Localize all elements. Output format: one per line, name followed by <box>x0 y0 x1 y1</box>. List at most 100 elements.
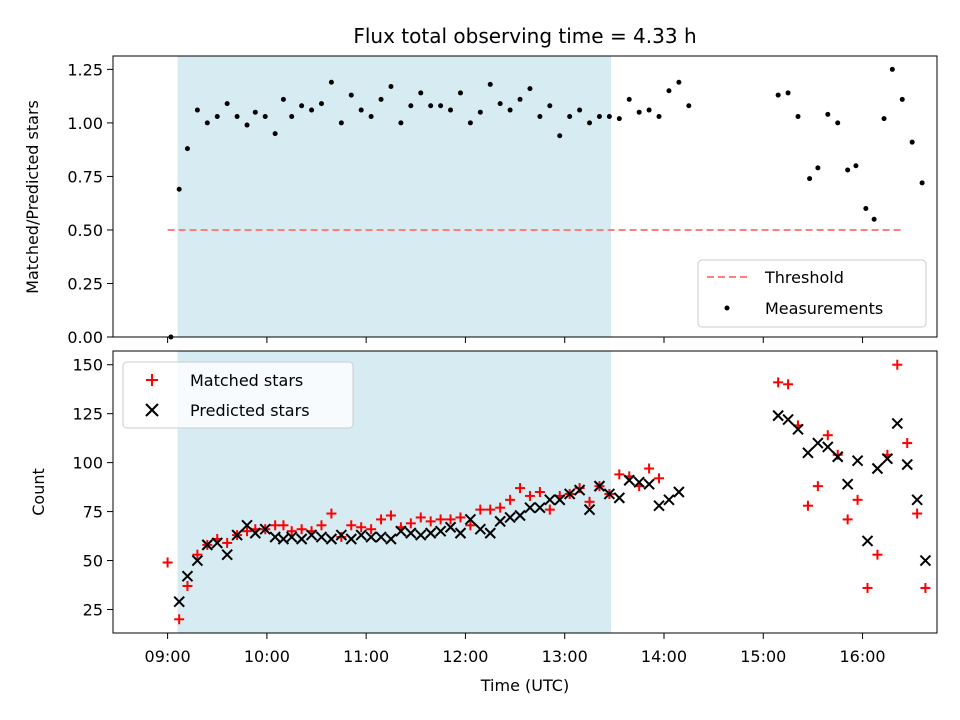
predicted-star-point <box>325 533 338 545</box>
predicted-star-point <box>444 521 457 533</box>
measurement-point <box>606 113 612 119</box>
predicted-star-point <box>385 533 397 545</box>
predicted-star-point <box>643 478 655 490</box>
measurement-point <box>328 79 334 85</box>
measurement-point <box>537 113 543 119</box>
measurement-point <box>408 103 414 109</box>
matched-star-point <box>822 430 833 441</box>
bottom-plot-frame <box>112 350 938 634</box>
predicted-star-point <box>623 474 635 486</box>
matched-star-point <box>326 508 337 519</box>
legend-threshold-label: Threshold <box>764 268 844 287</box>
top-plot-frame <box>112 55 938 338</box>
legend-measurements-swatch <box>724 305 730 311</box>
measurement-point <box>204 120 210 126</box>
measurement-point <box>686 103 692 109</box>
matched-star-point <box>485 504 496 515</box>
predicted-star-point <box>792 423 804 436</box>
predicted-star-point <box>911 494 923 506</box>
measurement-point <box>457 90 463 96</box>
predicted-star-point <box>201 539 214 551</box>
measurement-point <box>596 113 602 119</box>
predicted-star-point <box>474 523 487 535</box>
predicted-star-point <box>919 554 932 567</box>
top-y-axis-label: Matched/Predicted stars <box>23 100 42 294</box>
measurement-point <box>497 101 503 107</box>
measurement-point <box>194 107 200 113</box>
x-axis-label: Time (UTC) <box>480 676 569 695</box>
matched-star-point <box>174 614 185 625</box>
matched-star-point <box>920 582 931 593</box>
measurement-point <box>567 113 573 119</box>
measurement-point <box>775 92 781 98</box>
measurement-point <box>280 96 286 102</box>
predicted-star-point <box>494 515 506 528</box>
top-y-ticks: 0.00 0.25 0.50 0.75 1.00 1.25 <box>67 60 113 347</box>
matched-star-point <box>584 496 595 507</box>
measurement-point <box>467 120 473 126</box>
bottom-x-tick-label: 12:00 <box>442 647 488 666</box>
measurement-point <box>262 113 268 119</box>
matched-star-point <box>405 518 416 529</box>
matched-star-point <box>346 520 357 531</box>
predicted-star-point <box>871 462 884 475</box>
measurement-point <box>418 90 424 96</box>
measurement-point <box>388 84 394 90</box>
measurement-point <box>825 111 831 117</box>
predicted-star-point <box>782 413 794 426</box>
matched-star-point <box>644 463 655 474</box>
predicted-star-point <box>231 529 243 541</box>
bottom-x-tick-label: 14:00 <box>641 647 687 666</box>
matched-star-point <box>455 512 466 523</box>
measurement-point <box>234 113 240 119</box>
bottom-x-tick-label: 09:00 <box>145 647 191 666</box>
measurement-point <box>815 165 821 171</box>
top-y-tick-label: 0.00 <box>67 328 103 347</box>
matched-star-point <box>654 473 665 484</box>
legend-predicted-swatch <box>145 403 159 417</box>
bottom-y-axis-label: Count <box>29 468 48 516</box>
predicted-star-point <box>221 548 233 561</box>
matched-star-point <box>614 469 625 480</box>
predicted-star-point <box>841 478 854 490</box>
matched-star-point <box>425 516 436 527</box>
matched-star-point <box>192 549 203 560</box>
measurement-point <box>348 92 354 98</box>
measurement-point <box>795 113 801 119</box>
measurement-point <box>184 146 190 152</box>
matched-star-point <box>534 487 545 497</box>
predicted-star-point <box>434 525 447 537</box>
predicted-star-point <box>191 554 204 567</box>
measurement-point <box>358 107 364 113</box>
matched-star-point <box>222 537 233 548</box>
measurement-point <box>853 163 859 169</box>
matched-star-point <box>515 483 526 494</box>
bottom-y-tick-label: 25 <box>83 601 103 620</box>
predicted-star-point <box>544 494 556 506</box>
legend-matched-swatch <box>146 374 158 386</box>
predicted-star-point <box>405 527 417 539</box>
predicted-star-point <box>822 441 834 453</box>
predicted-stars-series <box>173 409 932 608</box>
measurement-point <box>863 206 869 212</box>
measurement-point <box>587 120 593 126</box>
measurement-point <box>289 113 295 119</box>
predicted-star-point <box>603 488 616 500</box>
matched-star-point <box>296 524 307 535</box>
bottom-x-tick-label: 16:00 <box>839 647 885 666</box>
bottom-x-tick-label: 10:00 <box>244 647 290 666</box>
bottom-y-ticks: 25 50 75 100 125 150 <box>72 356 113 620</box>
measurement-point <box>557 133 563 139</box>
matched-star-point <box>872 549 883 560</box>
top-y-tick-label: 1.00 <box>67 114 103 133</box>
matched-star-point <box>182 581 193 591</box>
bottom-panel: 25 50 75 100 125 150 09:00 10:00 11:00 12:00 13:0… <box>29 350 938 695</box>
predicted-star-point <box>464 513 477 526</box>
measurement-point <box>244 122 250 128</box>
matched-star-point <box>505 494 516 505</box>
matched-star-point <box>366 524 377 535</box>
matched-star-point <box>465 520 476 531</box>
predicted-star-point <box>524 501 536 514</box>
predicted-star-point <box>259 523 271 535</box>
measurement-point <box>517 96 523 102</box>
